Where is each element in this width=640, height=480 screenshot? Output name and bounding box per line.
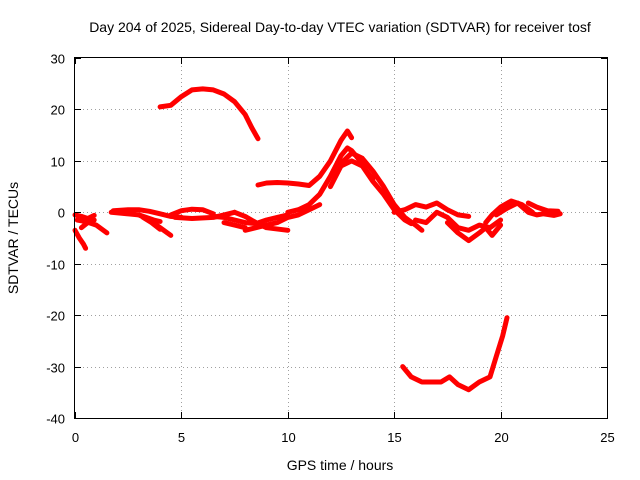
x-tick-label: 0	[72, 430, 79, 445]
y-axis-label: SDTVAR / TECUs	[5, 182, 21, 294]
series-arc-15	[157, 86, 261, 142]
series-arc-16	[255, 128, 355, 188]
series-arc-12	[232, 209, 291, 233]
x-tick-label: 15	[387, 430, 401, 445]
y-tick-label: -30	[46, 361, 65, 376]
chart-title: Day 204 of 2025, Sidereal Day-to-day VTE…	[89, 19, 591, 35]
y-tick-label: -10	[46, 258, 65, 273]
y-tick-label: 0	[58, 206, 65, 221]
series-arc-11	[210, 212, 291, 227]
series-arc-9	[168, 206, 216, 218]
x-axis-label: GPS time / hours	[287, 457, 394, 473]
series-arc-24	[493, 200, 563, 218]
series-arc-13	[221, 220, 248, 231]
y-tick-label: -20	[46, 309, 65, 324]
y-tick-label: -40	[46, 412, 65, 427]
series-arc-26	[400, 315, 510, 393]
series-arc-19	[338, 150, 425, 233]
series-arc-8	[140, 214, 163, 232]
series-arc-1	[72, 227, 89, 251]
y-tick-label: 10	[51, 155, 65, 170]
series-arc-14	[242, 202, 323, 233]
plot-area	[72, 86, 563, 393]
x-tick-label: 25	[600, 430, 614, 445]
series-arc-25	[525, 200, 561, 214]
x-tick-label: 5	[178, 430, 185, 445]
grid	[75, 58, 607, 418]
y-tick-label: 20	[51, 103, 65, 118]
series-arc-2	[72, 212, 97, 221]
x-tick-label: 10	[281, 430, 295, 445]
series-arc-22	[444, 220, 504, 244]
y-tick-label: 30	[51, 52, 65, 67]
x-tick-label: 20	[494, 430, 508, 445]
series-arc-20	[391, 200, 472, 219]
axis-ticks: 0 5 10 15 20 25 30 20 10 0 -10 -20 -30 -40	[46, 52, 615, 446]
series-arc-4	[78, 217, 97, 231]
plot-frame	[74, 57, 608, 419]
